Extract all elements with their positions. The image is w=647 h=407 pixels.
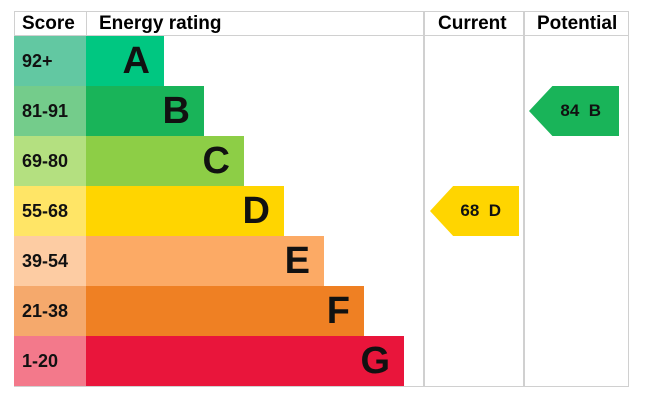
column-divider-score xyxy=(86,11,87,36)
header-energy-rating: Energy rating xyxy=(99,13,222,34)
score-band-f: 21-38 xyxy=(14,286,86,336)
rating-bar-d: D xyxy=(86,186,284,236)
score-band-g: 1-20 xyxy=(14,336,86,386)
rating-bar-b: B xyxy=(86,86,204,136)
rating-bar-a: A xyxy=(86,36,164,86)
score-band-c: 69-80 xyxy=(14,136,86,186)
score-band-a: 92+ xyxy=(14,36,86,86)
header-score: Score xyxy=(22,13,75,34)
column-divider-current xyxy=(423,11,425,387)
score-band-e: 39-54 xyxy=(14,236,86,286)
score-band-b: 81-91 xyxy=(14,86,86,136)
rating-bar-c: C xyxy=(86,136,244,186)
column-divider-potential xyxy=(523,11,525,387)
header-divider xyxy=(14,35,629,37)
rating-bar-e: E xyxy=(86,236,324,286)
header-potential: Potential xyxy=(537,13,618,34)
header-current: Current xyxy=(438,13,507,34)
score-band-d: 55-68 xyxy=(14,186,86,236)
rating-bar-g: G xyxy=(86,336,404,386)
rating-bar-f: F xyxy=(86,286,364,336)
